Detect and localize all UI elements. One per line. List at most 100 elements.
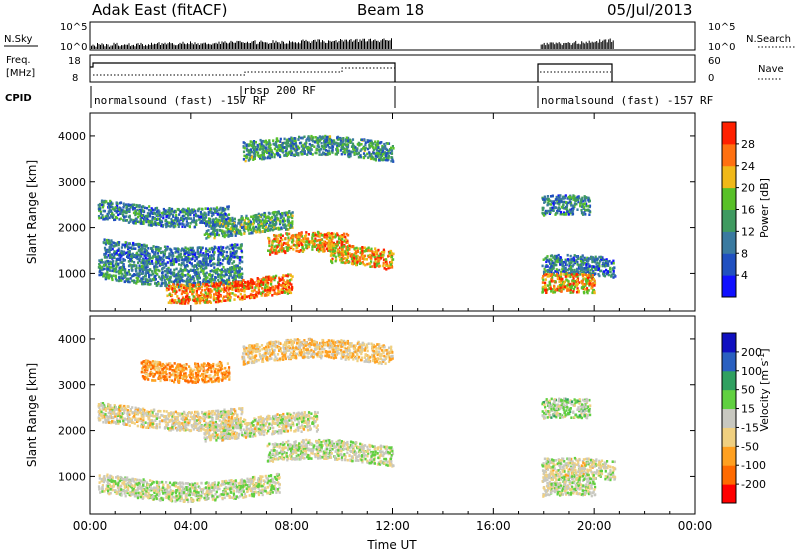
scatter-cell (126, 204, 129, 208)
scatter-cell (255, 284, 258, 287)
scatter-cell (99, 203, 102, 207)
scatter-cell (205, 287, 208, 291)
scatter-cell (247, 284, 250, 287)
scatter-cell (356, 260, 359, 264)
scatter-cell (245, 143, 248, 147)
scatter-cell (209, 290, 212, 294)
scatter-cell (209, 269, 212, 273)
scatter-cell (105, 214, 108, 218)
scatter-cell (167, 301, 170, 304)
scatter-cell (142, 277, 145, 281)
scatter-cell (120, 266, 123, 269)
scatter-cell (383, 267, 386, 270)
scatter-cell (252, 217, 255, 221)
scatter-cell (103, 241, 106, 245)
scatter-cell (149, 212, 152, 215)
scatter-cell (229, 219, 232, 222)
scatter-cell (172, 225, 175, 229)
scatter-cell (115, 258, 118, 261)
scatter-cell (318, 238, 321, 242)
scatter-cell (321, 247, 324, 251)
scatter-cell (160, 279, 164, 282)
scatter-cell (171, 209, 174, 213)
scatter-cell (124, 273, 127, 277)
scatter-cell (107, 254, 110, 257)
scatter-cell (142, 222, 145, 225)
scatter-cell (220, 251, 223, 255)
scatter-cell (285, 152, 288, 156)
scatter-cell (217, 275, 220, 278)
scatter-cell (246, 155, 249, 158)
scatter-cell (362, 156, 365, 160)
scatter-cell (221, 230, 224, 234)
scatter-cell (341, 238, 344, 241)
scatter-cell (105, 200, 108, 203)
scatter-cell (202, 252, 205, 255)
scatter-cell (219, 219, 222, 222)
scatter-cell (170, 222, 173, 225)
scatter-cell (225, 224, 228, 228)
scatter-cell (328, 249, 331, 252)
scatter-cell (276, 211, 279, 214)
scatter-cell (391, 145, 394, 148)
scatter-cell (106, 275, 109, 278)
scatter-cell (362, 262, 365, 266)
scatter-cell (229, 284, 232, 288)
scatter-cell (269, 277, 272, 281)
scatter-cell (227, 217, 230, 220)
scatter-cell (252, 229, 255, 233)
scatter-cell (250, 231, 253, 235)
scatter-cell (347, 233, 350, 237)
scatter-cell (216, 297, 219, 300)
scatter-cell (229, 266, 232, 270)
scatter-cell (267, 237, 271, 241)
scatter-cell (245, 149, 248, 152)
scatter-cell (127, 270, 130, 273)
scatter-cell (280, 288, 283, 291)
scatter-cell (141, 272, 144, 275)
scatter-cell (350, 262, 354, 265)
scatter-cell (287, 211, 290, 214)
scatter-cell (390, 255, 393, 259)
scatter-cell (200, 212, 203, 216)
scatter-cell (240, 283, 244, 286)
scatter-cell (287, 280, 290, 283)
scatter-cell (141, 264, 144, 268)
scatter-cell (183, 258, 187, 261)
scatter-cell (242, 145, 245, 148)
scatter-cell (252, 158, 255, 161)
scatter-cell (356, 250, 359, 253)
scatter-cell (322, 244, 325, 248)
scatter-cell (147, 247, 150, 250)
scatter-cell (194, 222, 198, 225)
scatter-cell (140, 277, 143, 281)
scatter-cell (132, 207, 135, 210)
scatter-cell (155, 260, 158, 264)
scatter-cell (177, 225, 180, 228)
scatter-cell (200, 291, 203, 294)
scatter-cell (110, 239, 113, 242)
scatter-cell (260, 140, 263, 143)
scatter-cell (381, 158, 384, 162)
scatter-cell (262, 151, 265, 155)
scatter-cell (233, 243, 236, 247)
scatter-cell (181, 289, 184, 293)
scatter-cell (299, 151, 302, 154)
scatter-cell (249, 150, 252, 154)
scatter-cell (286, 274, 289, 278)
scatter-cell (351, 260, 354, 263)
scatter-cell (232, 281, 235, 284)
scatter-cell (389, 264, 392, 268)
scatter-cell (135, 255, 139, 259)
scatter-cell (287, 283, 290, 287)
scatter-cell (322, 136, 325, 139)
scatter-cell (326, 135, 329, 139)
scatter-cell (310, 134, 313, 138)
scatter-cell (213, 285, 216, 288)
scatter-cell (297, 138, 300, 141)
scatter-cell (315, 148, 318, 152)
scatter-cell (286, 249, 289, 252)
scatter-cell (234, 280, 237, 284)
scatter-cell (168, 214, 171, 218)
scatter-cell (366, 139, 369, 142)
